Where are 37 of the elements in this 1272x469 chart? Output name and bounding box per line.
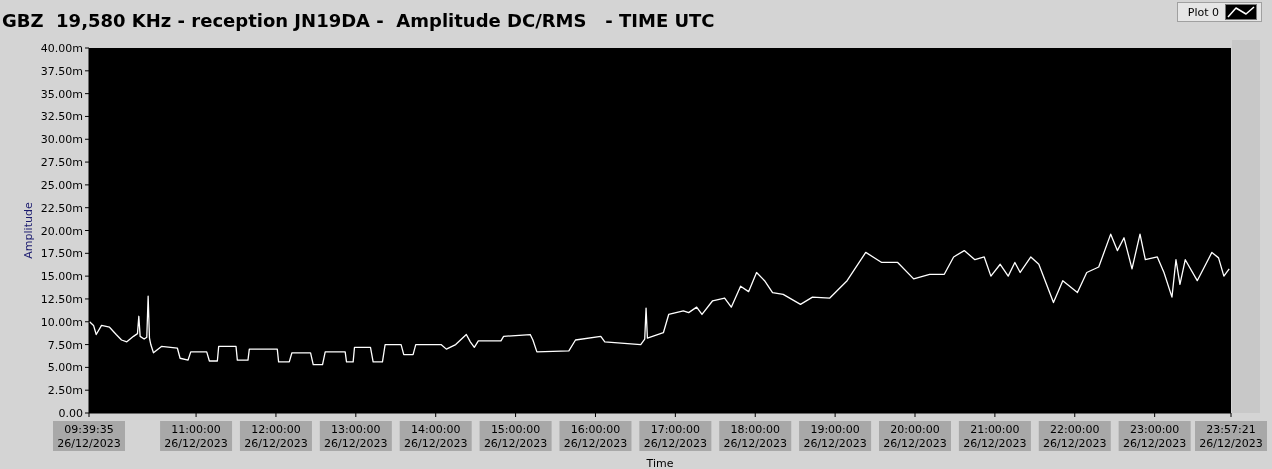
x-tick-label: 23:00:00 26/12/2023 xyxy=(1122,423,1187,450)
y-tick-label: 40.00m xyxy=(40,42,83,55)
x-tick-label: 14:00:00 26/12/2023 xyxy=(404,423,468,450)
x-tick-label: 20:00:00 26/12/2023 xyxy=(883,423,947,450)
x-axis-title: Time xyxy=(645,457,674,469)
y-axis-title: Amplitude xyxy=(21,202,35,259)
y-tick-label: 37.50m xyxy=(40,64,83,78)
y-tick-label: 2.50m xyxy=(47,384,83,398)
legend-label: Plot 0 xyxy=(1187,5,1219,19)
x-tick-label: 09:39:35 26/12/2023 xyxy=(57,423,121,450)
y-tick-label: 17.50m xyxy=(40,247,83,261)
y-tick-label: 7.50m xyxy=(47,338,83,352)
x-tick-label: 13:00:00 26/12/2023 xyxy=(324,423,388,450)
chart-title: GBZ 19,580 KHz - reception JN19DA - Amplitude DC/RMS - TIME UTC xyxy=(2,10,715,31)
x-tick-label: 11:00:00 26/12/2023 xyxy=(164,423,228,450)
y-tick-label: 32.50m xyxy=(40,110,83,124)
y-tick-label: 12.50m xyxy=(40,292,83,306)
x-tick-label: 22:00:00 26/12/2023 xyxy=(1043,423,1107,450)
x-tick-label: 12:00:00 26/12/2023 xyxy=(244,423,308,450)
y-tick-label: 30.00m xyxy=(40,133,83,147)
y-tick-label: 27.50m xyxy=(40,156,83,170)
x-tick-label: 16:00:00 26/12/2023 xyxy=(563,423,628,450)
x-tick-label: 23:57:21 26/12/2023 xyxy=(1199,423,1263,450)
y-tick-label: 35.00m xyxy=(40,87,83,101)
x-tick-label: 21:00:00 26/12/2023 xyxy=(963,423,1027,450)
y-tick-label: 22.50m xyxy=(40,201,83,215)
y-tick-label: 25.00m xyxy=(40,178,83,192)
y-tick-label: 20.00m xyxy=(40,224,83,238)
y-tick-label: 15.00m xyxy=(40,270,83,284)
x-tick-label: 15:00:00 26/12/2023 xyxy=(483,423,548,450)
y-tick-label: 10.00m xyxy=(40,315,83,329)
x-tick-label: 18:00:00 26/12/2023 xyxy=(723,423,787,450)
y-tick-label: 5.00m xyxy=(47,361,83,375)
x-tick-label: 17:00:00 26/12/2023 xyxy=(643,423,708,450)
line-series xyxy=(89,233,1230,366)
x-tick-label: 19:00:00 26/12/2023 xyxy=(803,423,867,450)
y-tick-label: 0.00 xyxy=(58,407,83,420)
